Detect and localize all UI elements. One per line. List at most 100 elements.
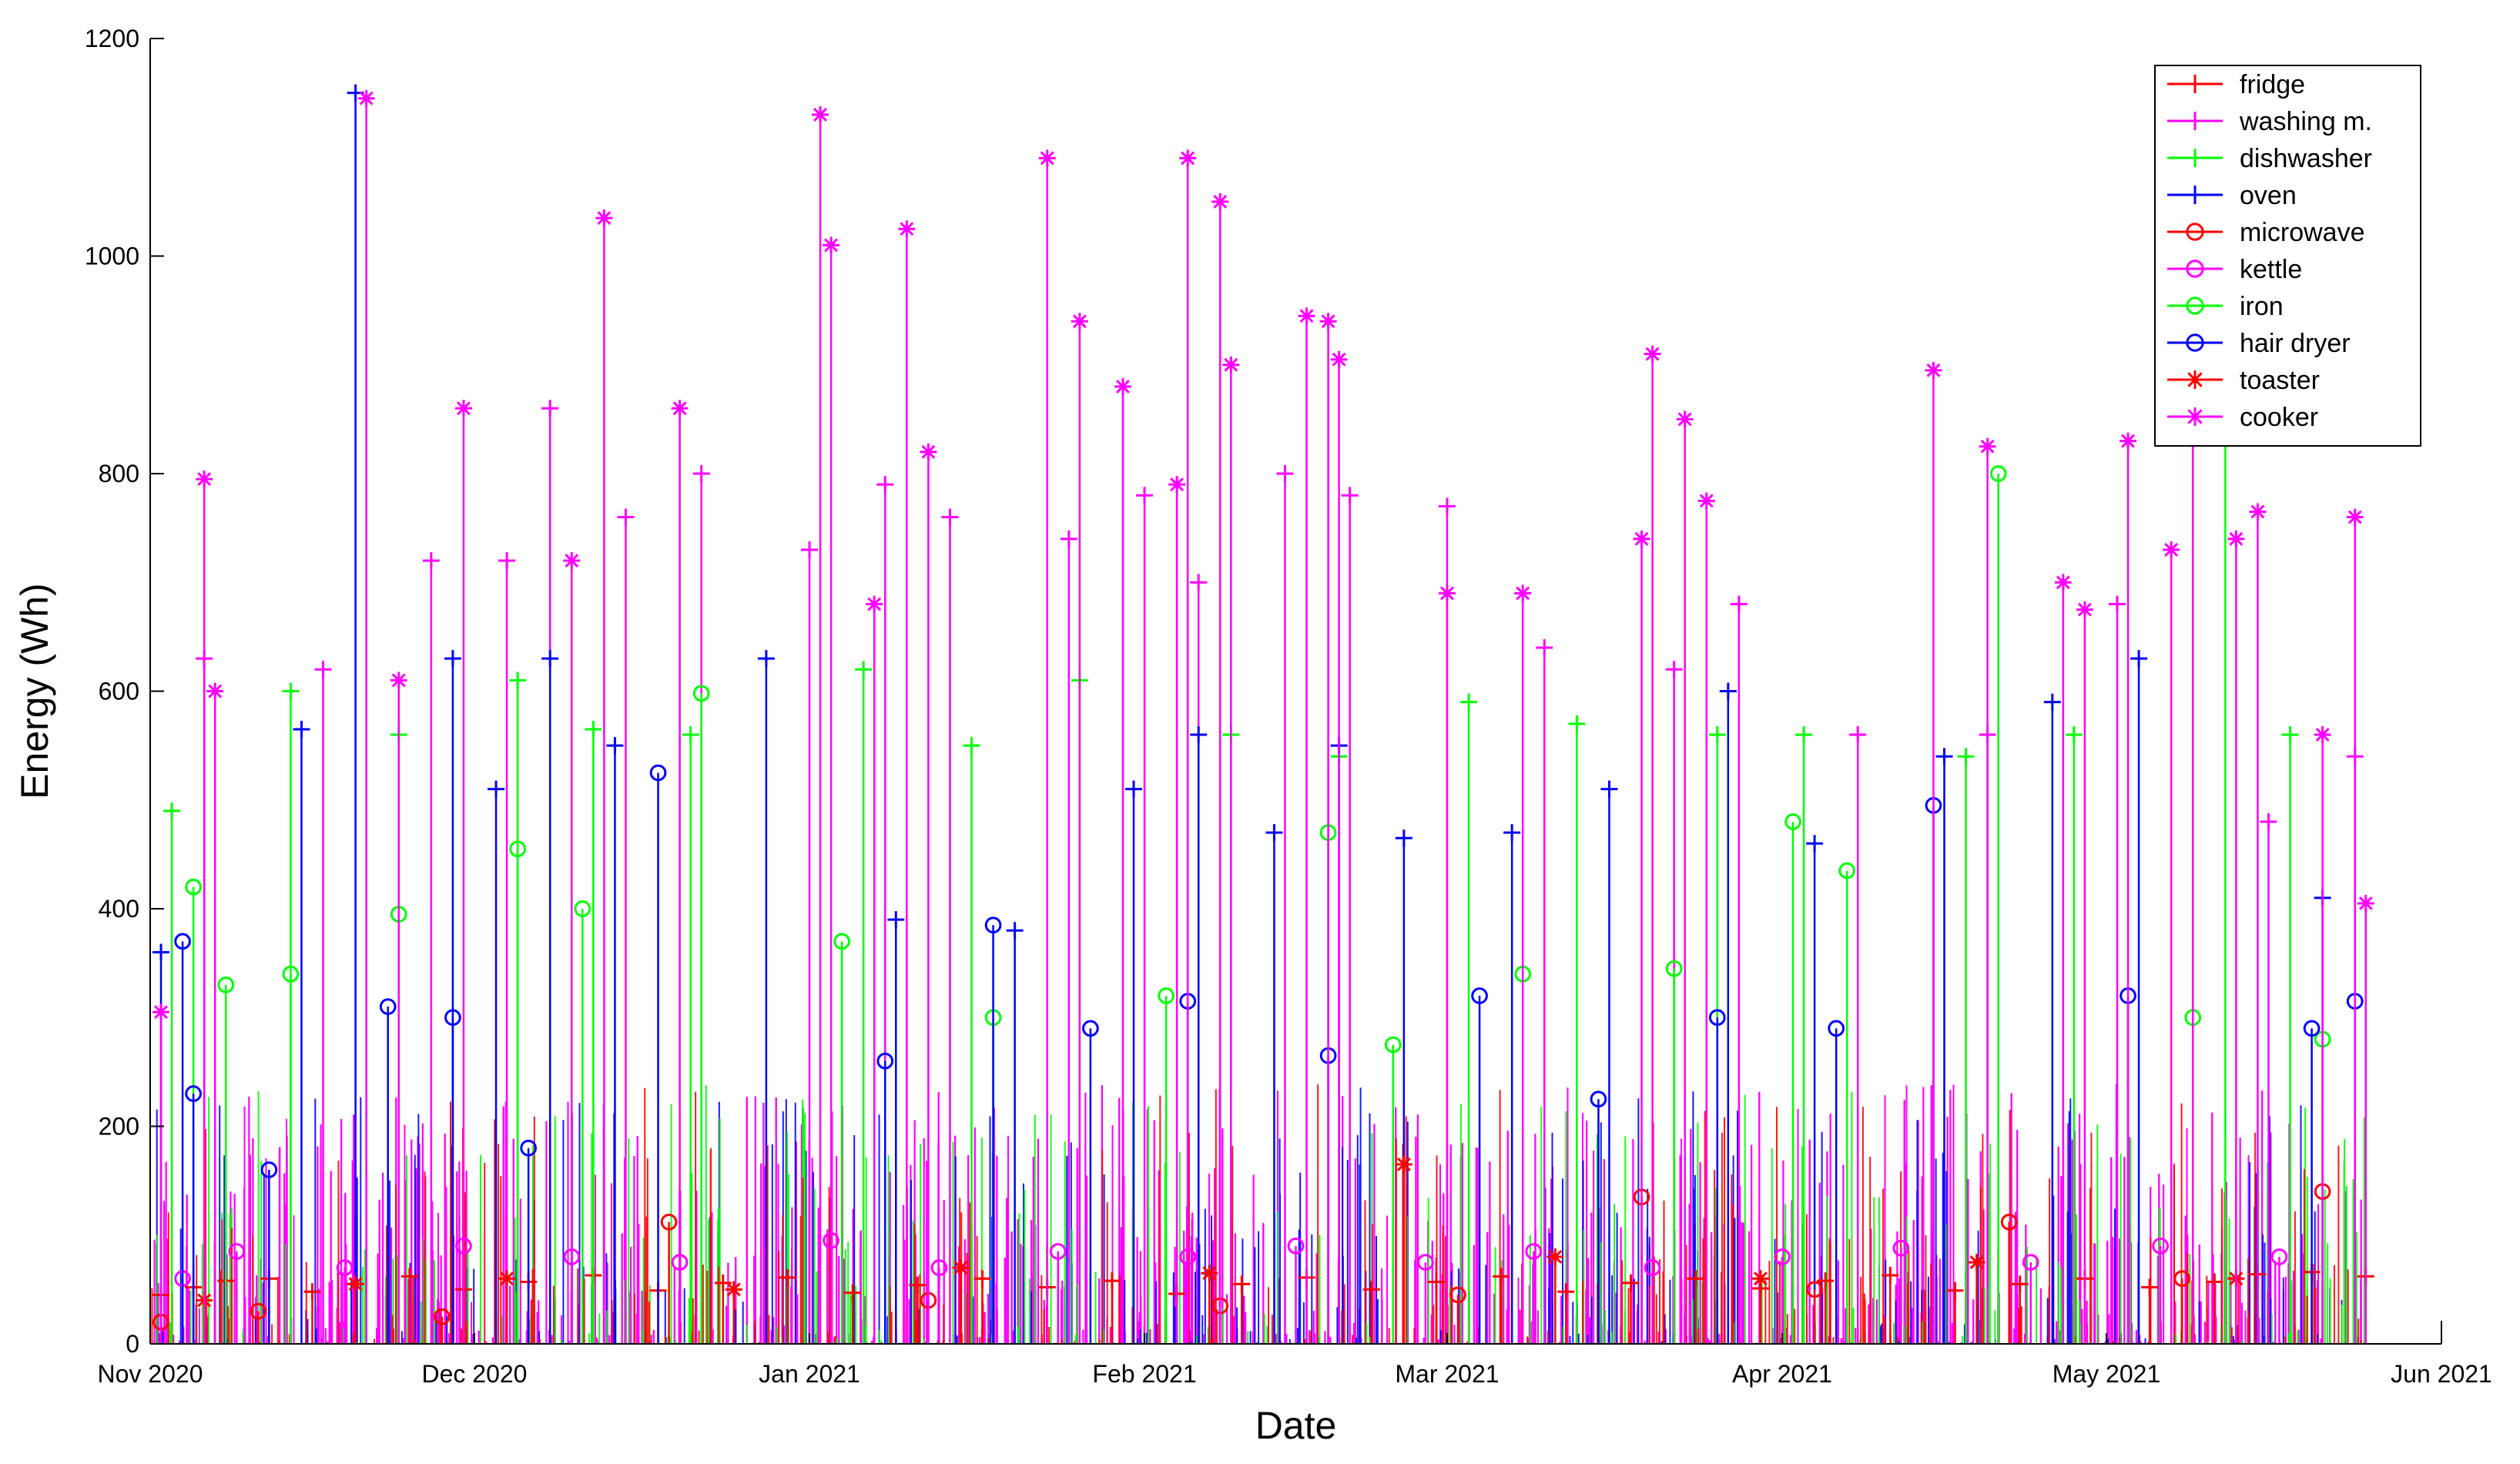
data-point <box>1568 715 1586 732</box>
data-point <box>206 682 224 700</box>
data-point <box>196 471 213 488</box>
legend-label: kettle <box>2240 255 2302 284</box>
data-point <box>1049 1243 1067 1260</box>
data-point <box>855 661 873 678</box>
data-point <box>2152 1238 2169 1255</box>
data-point <box>1697 492 1715 510</box>
data-point <box>498 1270 516 1288</box>
legend-marker <box>2186 186 2204 204</box>
data-point <box>574 900 591 917</box>
data-point <box>1730 595 1748 613</box>
legend-entry: dishwasher <box>2167 144 2372 173</box>
legend-label: dishwasher <box>2240 144 2372 173</box>
data-point <box>1708 726 1726 743</box>
data-point <box>2141 1278 2159 1296</box>
data-point <box>250 1302 267 1320</box>
data-point <box>1838 862 1856 879</box>
data-point <box>952 1259 970 1277</box>
data-point <box>347 1275 364 1293</box>
data-point <box>1179 149 1197 167</box>
legend-label: hair dryer <box>2240 329 2351 358</box>
data-point <box>930 1259 948 1276</box>
x-tick-label: Jun 2021 <box>2391 1360 2492 1388</box>
data-point <box>779 1268 796 1286</box>
data-point <box>876 476 894 494</box>
data-point <box>1622 1274 1640 1291</box>
data-point <box>887 911 905 929</box>
data-point <box>541 400 559 417</box>
data-point <box>833 933 850 950</box>
data-point <box>1676 410 1694 428</box>
data-point <box>1633 530 1650 548</box>
data-point <box>920 443 937 461</box>
legend-entry: oven <box>2167 181 2297 210</box>
data-point <box>1082 1020 1099 1037</box>
data-point <box>595 209 613 227</box>
data-point <box>1362 1281 1380 1298</box>
legend-marker <box>2186 260 2204 278</box>
data-point <box>379 998 397 1015</box>
data-point <box>1806 835 1824 853</box>
data-point <box>444 650 461 668</box>
data-point <box>1438 497 1456 515</box>
legend-entry: cooker <box>2167 403 2318 432</box>
legend-label: oven <box>2240 181 2297 210</box>
data-point <box>1892 1239 1910 1257</box>
legend-entry: kettle <box>2167 255 2302 284</box>
data-point <box>606 737 624 755</box>
data-point <box>434 1308 451 1325</box>
data-point <box>2000 1213 2018 1231</box>
legend-entry: toaster <box>2167 366 2320 395</box>
data-point <box>1265 824 1283 842</box>
data-point <box>617 508 635 526</box>
data-point <box>876 1052 894 1070</box>
legend-label: cooker <box>2240 403 2318 432</box>
data-point <box>585 720 602 738</box>
dense-readings-2 <box>153 1084 2362 1344</box>
legend-marker <box>2186 112 2204 130</box>
x-tick-label: Apr 2021 <box>1732 1360 1832 1388</box>
data-point <box>2227 530 2245 548</box>
data-point <box>1547 1248 1564 1265</box>
data-point <box>303 1283 321 1301</box>
data-point <box>1158 987 1175 1004</box>
data-point <box>866 595 883 613</box>
data-point <box>671 400 689 417</box>
series-oven <box>152 84 2331 1344</box>
data-point <box>1828 1020 1845 1037</box>
data-point <box>563 552 581 569</box>
x-tick-label: Feb 2021 <box>1092 1360 1196 1388</box>
data-point <box>1395 1155 1412 1173</box>
data-point <box>1427 1273 1445 1291</box>
data-point <box>1968 1254 1986 1271</box>
data-point <box>509 672 527 689</box>
data-point <box>1114 378 1131 395</box>
data-point <box>1849 726 1867 743</box>
data-point <box>509 840 526 858</box>
dense-readings-layer <box>151 1084 2365 1344</box>
data-point <box>1536 639 1553 656</box>
data-point <box>2043 693 2061 711</box>
data-point <box>2314 726 2331 743</box>
y-tick-label: 1000 <box>85 243 139 270</box>
data-point <box>400 1268 418 1285</box>
legend-marker <box>2186 370 2204 389</box>
legend-marker <box>2186 407 2204 426</box>
data-point <box>1979 437 1996 455</box>
series-cooker <box>152 89 2374 1344</box>
data-point <box>1190 574 1208 591</box>
data-point <box>2303 1020 2321 1037</box>
data-point <box>2249 503 2267 521</box>
data-point <box>2130 650 2148 668</box>
data-point <box>1795 726 1813 743</box>
data-point <box>1989 465 2007 482</box>
data-point <box>1211 193 1229 210</box>
x-axis-title: Date <box>1255 1404 1337 1447</box>
data-point <box>801 541 819 558</box>
data-point <box>541 650 559 668</box>
data-point <box>1935 748 1953 766</box>
data-point <box>2120 432 2137 450</box>
data-point <box>293 720 310 738</box>
data-point <box>649 764 667 782</box>
data-point <box>1708 1009 1726 1027</box>
